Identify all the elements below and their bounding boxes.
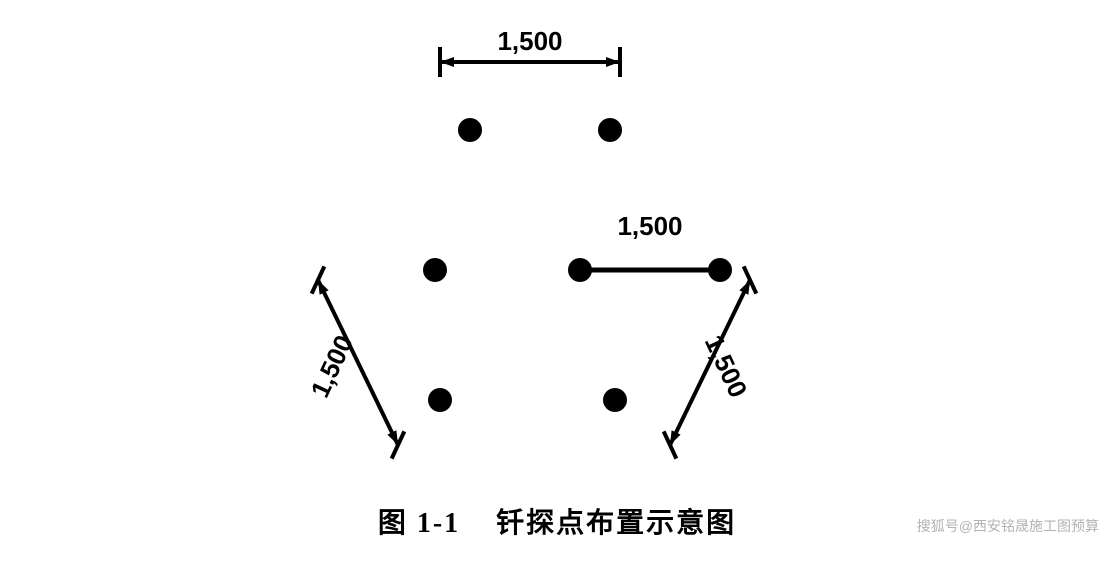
probe-point-0 bbox=[458, 118, 482, 142]
dimension-0: 1,500 bbox=[440, 26, 620, 77]
dimension-label-1: 1,500 bbox=[617, 211, 682, 241]
probe-point-2 bbox=[423, 258, 447, 282]
dimension-3: 1,500 bbox=[664, 266, 757, 458]
caption-main: 钎探点布置示意图 bbox=[496, 508, 736, 539]
probe-point-6 bbox=[603, 388, 627, 412]
figure-caption: 图 1-1 钎探点布置示意图 bbox=[378, 501, 736, 541]
watermark-text: 搜狐号@西安铭晟施工图预算 bbox=[917, 516, 1099, 536]
diagram-svg: 1,500 1,500 1,500 1,500 bbox=[0, 0, 1114, 566]
caption-prefix: 图 1-1 bbox=[378, 508, 460, 539]
probe-point-5 bbox=[428, 388, 452, 412]
probe-point-1 bbox=[598, 118, 622, 142]
diagram-container: 1,500 1,500 1,500 1,500 图 1-1 钎探点布置示意图 搜狐号@… bbox=[0, 0, 1114, 566]
dimension-label-2: 1,500 bbox=[304, 330, 359, 402]
dimension-2: 1,500 bbox=[304, 266, 404, 458]
dimension-1: 1,500 bbox=[580, 211, 720, 270]
dimension-label-0: 1,500 bbox=[497, 26, 562, 56]
